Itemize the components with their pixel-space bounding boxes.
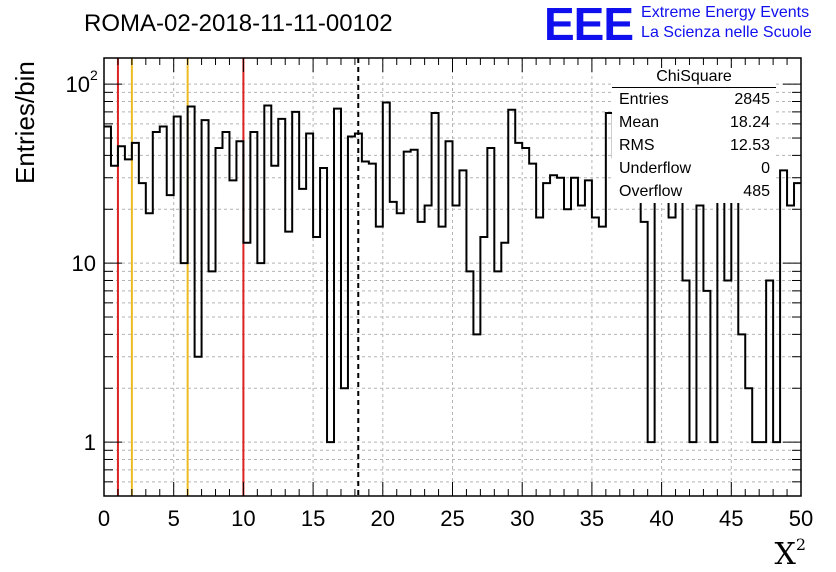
- stats-value: 12.53: [729, 137, 770, 154]
- x-tick-label: 40: [649, 506, 673, 531]
- stats-value: 0: [761, 160, 770, 177]
- stats-row-underflow: Underflow 0: [612, 157, 776, 180]
- stats-value: 18.24: [729, 114, 770, 131]
- x-tick-label: 10: [231, 506, 255, 531]
- y-axis-label: Entries/bin: [10, 61, 40, 184]
- stats-label: Mean: [619, 114, 660, 131]
- y-tick-label-exponent: 2: [90, 67, 98, 83]
- x-tick-label: 30: [510, 506, 534, 531]
- stats-box: ChiSquare Entries 2845 Mean 18.24 RMS 12…: [612, 68, 776, 203]
- y-tick-label: 10: [66, 72, 90, 97]
- stats-row-rms: RMS 12.53: [612, 134, 776, 157]
- eee-logo: EEE Extreme Energy Events La Scienza nel…: [544, 0, 812, 50]
- stats-title: ChiSquare: [612, 68, 776, 88]
- x-axis-label-text: X: [774, 537, 796, 572]
- x-axis-label-superscript: 2: [795, 535, 806, 554]
- stats-label: Overflow: [619, 183, 683, 200]
- x-tick-label: 45: [719, 506, 743, 531]
- x-tick-label: 50: [789, 506, 813, 531]
- stats-value: 485: [743, 183, 770, 200]
- logo-line-1: Extreme Energy Events: [641, 4, 810, 21]
- logo-text: Extreme Energy Events La Scienza nelle S…: [641, 3, 812, 43]
- x-tick-label: 0: [98, 506, 110, 531]
- x-tick-label: 35: [580, 506, 604, 531]
- logo-mark: EEE: [544, 0, 634, 50]
- stats-row-entries: Entries 2845: [612, 88, 776, 111]
- stats-label: Entries: [619, 91, 669, 108]
- y-tick-label: 1: [84, 430, 96, 455]
- x-tick-label: 25: [440, 506, 464, 531]
- x-axis-label: X2: [774, 535, 806, 572]
- chart-title: ROMA-02-2018-11-11-00102: [84, 10, 393, 37]
- stats-label: Underflow: [619, 160, 692, 177]
- x-tick-label: 15: [301, 506, 325, 531]
- stats-value: 2845: [734, 91, 770, 108]
- y-tick-label: 10: [72, 251, 96, 276]
- x-tick-label: 5: [168, 506, 180, 531]
- grid-layer: [104, 58, 801, 497]
- stats-label: RMS: [619, 137, 655, 154]
- stats-row-overflow: Overflow 485: [612, 180, 776, 203]
- logo-line-2: La Scienza nelle Scuole: [641, 24, 812, 41]
- stats-row-mean: Mean 18.24: [612, 111, 776, 134]
- axis-ticks: [103, 58, 802, 497]
- x-tick-label: 20: [371, 506, 395, 531]
